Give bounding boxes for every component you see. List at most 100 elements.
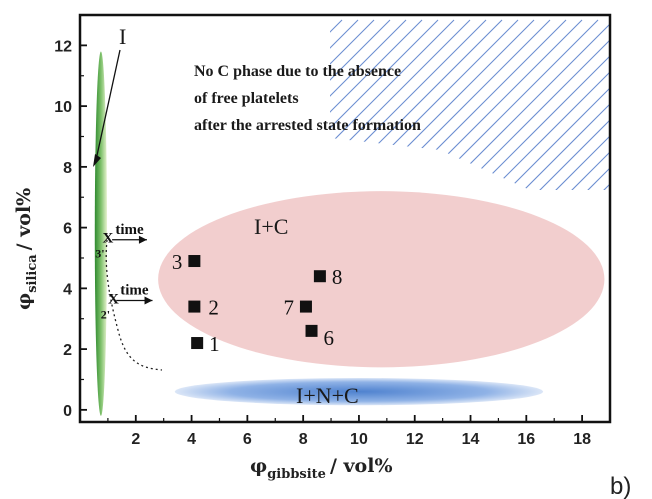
hatch-line: [330, 19, 343, 190]
hatch-line: [330, 19, 471, 190]
y-tick-label: 12: [54, 38, 72, 55]
hatch-line: [0, 20, 86, 210]
hatch-line: [648, 20, 652, 210]
annotation-line-3: after the arrested state formation: [194, 117, 421, 134]
hatch-line: [599, 19, 610, 190]
region-i-ellipse: [94, 51, 108, 416]
region-i-pointer-arrowhead: [93, 154, 101, 167]
hatch-line: [632, 20, 652, 210]
time-arrowhead: [144, 296, 153, 305]
hatch-line: [330, 19, 519, 190]
data-point-1: [191, 337, 204, 350]
x-tick-label: 18: [573, 431, 591, 448]
hatch-line: [375, 19, 567, 190]
hatch-line: [583, 19, 610, 190]
hatch-line: [330, 19, 487, 190]
annotation-line-2: of free platelets: [194, 90, 299, 107]
x-marker-label: 3': [95, 247, 104, 261]
time-label: time: [115, 222, 144, 238]
data-point-label: 6: [324, 326, 335, 350]
y-tick-label: 2: [63, 342, 72, 359]
x-tick-label: 2: [131, 431, 140, 448]
hatch-line: [407, 19, 599, 190]
data-point-3: [188, 255, 201, 268]
data-point-label: 3: [172, 250, 183, 274]
y-axis-label: φsilica/ vol%: [13, 188, 40, 310]
data-point-6: [305, 324, 318, 337]
x-tick-label: 10: [350, 431, 368, 448]
region-i-n-c-label: I+N+C: [296, 383, 359, 408]
region-i-n-c-ellipse: [174, 377, 544, 406]
y-tick-label: 0: [63, 403, 72, 420]
hatch-line: [503, 19, 610, 190]
hatch-line: [487, 19, 610, 190]
hatch-line: [551, 19, 610, 190]
x-marker-label: 2': [101, 307, 110, 321]
hatch-line: [330, 19, 359, 190]
y-tick-label: 4: [63, 281, 72, 298]
plot-frame: [78, 13, 612, 424]
x-tick-label: 12: [406, 431, 424, 448]
hatch-line: [56, 20, 246, 210]
time-label: time: [120, 283, 149, 299]
hatch-line: [423, 19, 610, 190]
y-tick-label: 10: [54, 99, 72, 116]
hatch-line: [0, 20, 166, 210]
hatch-line: [330, 19, 391, 190]
hatch-line: [439, 19, 610, 190]
hatch-line: [567, 19, 610, 190]
hatch-line: [120, 20, 310, 210]
hatch-line: [519, 19, 610, 190]
region-i-c-label: I+C: [254, 214, 288, 239]
hatch-line: [471, 19, 610, 190]
hatch-line: [391, 19, 583, 190]
x-marker: X: [108, 291, 119, 307]
data-point-2: [188, 300, 201, 313]
panel-label: b): [610, 473, 631, 499]
data-points: 1 2 3 6 7 8: [172, 250, 343, 356]
x-tick-label: 6: [243, 431, 252, 448]
hatch-line: [136, 20, 326, 210]
hatch-line: [104, 20, 294, 210]
y-tick-label: 6: [63, 221, 72, 238]
x-marker: X: [102, 231, 113, 247]
hatch-line: [0, 20, 6, 210]
data-point-label: 8: [332, 265, 343, 289]
hatch-line: [88, 20, 278, 210]
region-i-c-ellipse: [158, 191, 605, 368]
x-tick-label: 14: [462, 431, 480, 448]
y-tick-label: 8: [63, 160, 72, 177]
hatch-line: [616, 20, 652, 210]
hatch-line: [330, 19, 407, 190]
hatch-line: [0, 20, 54, 210]
hatch-line: [330, 19, 375, 190]
x-tick-label: 16: [517, 431, 535, 448]
data-point-8: [313, 270, 326, 283]
hatch-line: [535, 19, 610, 190]
hatch-line: [0, 20, 182, 210]
data-point-label: 1: [209, 332, 220, 356]
hatch-line: [0, 20, 150, 210]
time-arrowhead: [138, 235, 147, 244]
hatch-line: [330, 19, 455, 190]
region-i-pointer-line: [95, 49, 121, 161]
hatch-line: [0, 20, 102, 210]
hatch-line: [455, 19, 610, 190]
y-axis-ticks: 0 2 4 6 8 10 12: [54, 38, 87, 420]
x-tick-label: 4: [187, 431, 196, 448]
hatch-line: [330, 19, 439, 190]
hatch-line: [330, 19, 503, 190]
x-axis-label: φgibbsite / vol%: [250, 455, 393, 482]
annotation-line-1: No C phase due to the absence: [194, 63, 401, 80]
data-point-label: 2: [208, 296, 219, 320]
x-axis-ticks: 2 4 6 8 10 12 14 16 18: [107, 415, 591, 448]
region-i-label: I: [119, 24, 126, 49]
dotted-trajectory: [105, 239, 163, 371]
hatch-line: [359, 19, 551, 190]
hatch-line: [0, 20, 38, 210]
data-point-7: [299, 300, 312, 313]
data-point-label: 7: [283, 296, 294, 320]
hatch-line: [0, 20, 22, 210]
